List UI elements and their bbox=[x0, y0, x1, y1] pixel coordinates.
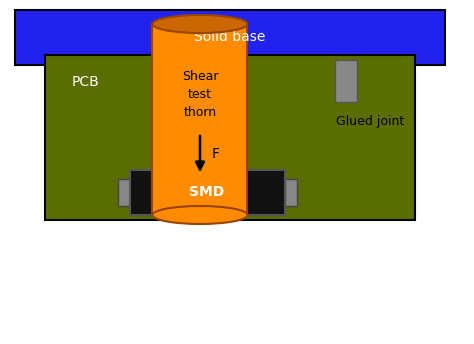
Bar bbox=[335, 60, 357, 102]
Bar bbox=[130, 170, 285, 215]
Bar bbox=[118, 179, 130, 206]
Bar bbox=[15, 10, 445, 65]
Bar bbox=[285, 179, 297, 206]
Ellipse shape bbox=[153, 15, 247, 33]
Text: Shear
test
thorn: Shear test thorn bbox=[182, 71, 218, 119]
Bar bbox=[153, 24, 247, 215]
Text: Glued joint: Glued joint bbox=[336, 115, 404, 128]
Text: PCB: PCB bbox=[72, 75, 100, 89]
Text: F: F bbox=[212, 147, 220, 161]
Bar bbox=[45, 55, 415, 220]
Text: SMD: SMD bbox=[190, 185, 225, 199]
Text: Solid base: Solid base bbox=[194, 30, 266, 44]
Ellipse shape bbox=[153, 206, 247, 224]
